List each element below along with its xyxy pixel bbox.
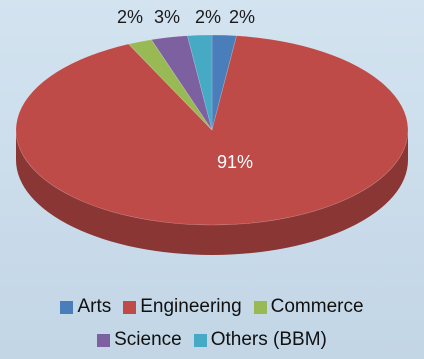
pie-slice-others-bbm[interactable] (187, 34, 213, 131)
data-label-science: 3% (154, 7, 180, 27)
legend-row-1: Arts Engineering Commerce (0, 296, 424, 318)
legend-item-engineering[interactable]: Engineering (123, 296, 242, 318)
legend-swatch-arts (60, 300, 74, 314)
legend-label-arts: Arts (77, 296, 112, 317)
data-label-engineering: 91% (217, 152, 253, 172)
legend-item-science[interactable]: Science (97, 329, 182, 351)
pie-data-labels: 2% 91% 2% 3% 2% (117, 7, 255, 172)
legend-item-others-bbm[interactable]: Others (BBM) (193, 329, 327, 351)
legend-swatch-others-bbm (193, 333, 207, 347)
pie-slice-science[interactable] (150, 35, 213, 131)
pie-3d-sides (16, 130, 408, 255)
pie-slice-engineering[interactable] (15, 35, 409, 226)
legend-label-others-bbm: Others (BBM) (210, 329, 327, 350)
legend-swatch-science (97, 333, 111, 347)
data-label-arts: 2% (229, 7, 255, 27)
legend-label-commerce: Commerce (270, 296, 364, 317)
legend-label-engineering: Engineering (140, 296, 242, 317)
pie-slice-commerce[interactable] (127, 39, 213, 131)
pie-slices (15, 34, 409, 226)
data-label-commerce: 2% (117, 7, 143, 27)
legend-item-commerce[interactable]: Commerce (253, 296, 364, 318)
legend-label-science: Science (114, 329, 182, 350)
pie-slice-arts[interactable] (211, 34, 237, 131)
legend-row-2: Science Others (BBM) (0, 329, 424, 351)
legend-swatch-commerce (253, 300, 267, 314)
data-label-others-bbm: 2% (195, 7, 221, 27)
legend-swatch-engineering (123, 300, 137, 314)
legend-item-arts[interactable]: Arts (60, 296, 111, 318)
pie-side-engineering (16, 130, 408, 255)
